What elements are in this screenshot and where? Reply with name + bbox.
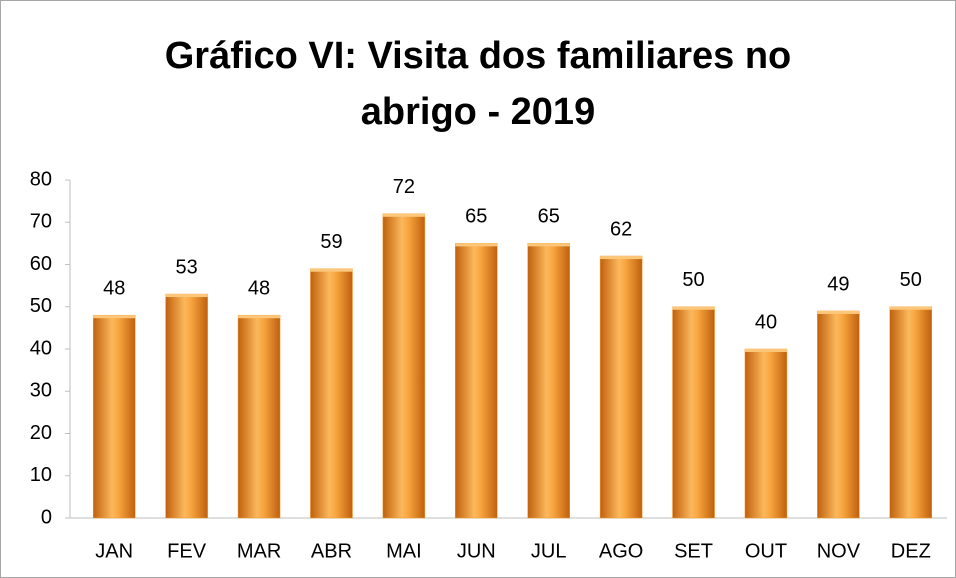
bar	[92, 314, 136, 519]
bar-cap	[672, 306, 715, 310]
y-tick-label: 60	[30, 253, 52, 275]
y-tick-label: 70	[30, 211, 52, 233]
y-tick-label: 10	[30, 464, 52, 486]
y-tick-label: 0	[41, 506, 52, 528]
value-label: 50	[900, 269, 922, 291]
bar	[599, 255, 643, 519]
x-tick-label: AGO	[599, 540, 643, 562]
bar-cap	[600, 256, 643, 260]
x-tick-label: FEV	[167, 540, 207, 562]
value-label: 65	[465, 206, 487, 228]
bar	[744, 348, 788, 519]
value-label: 72	[393, 176, 415, 198]
bar	[237, 314, 281, 519]
bar	[527, 243, 570, 519]
value-label: 62	[610, 218, 632, 240]
bar-cap	[238, 315, 281, 319]
bar	[455, 243, 498, 519]
bar-cap	[93, 315, 136, 319]
value-label: 48	[248, 277, 270, 299]
bar-cap	[527, 243, 570, 247]
bar-cap	[889, 306, 932, 310]
x-tick-label: NOV	[817, 540, 861, 562]
chart-title: Gráfico VI: Visita dos familiares no abr…	[164, 35, 792, 133]
value-label: 49	[827, 273, 849, 295]
bar-cap	[817, 310, 860, 314]
bar	[165, 293, 208, 519]
x-tick-label: ABR	[311, 540, 352, 562]
y-tick-label: 80	[30, 168, 52, 190]
x-tick-label: JUN	[457, 540, 496, 562]
bar	[672, 306, 715, 519]
bar	[382, 213, 426, 519]
bar-cap	[744, 349, 787, 352]
bar-cap	[165, 294, 208, 298]
value-label: 50	[682, 269, 704, 291]
value-label: 65	[538, 206, 560, 228]
bar-cap	[310, 268, 353, 272]
value-label: 48	[103, 277, 125, 299]
x-tick-label: OUT	[745, 540, 787, 562]
bar	[310, 268, 353, 519]
y-tick-label: 30	[30, 380, 52, 402]
x-tick-label: MAR	[237, 540, 281, 562]
x-tick-label: JUL	[531, 540, 567, 562]
value-label: 59	[320, 231, 342, 253]
x-tick-label: DEZ	[891, 540, 931, 562]
bar-cap	[382, 213, 425, 217]
x-tick-label: MAI	[386, 540, 422, 562]
bar-cap	[455, 243, 498, 247]
x-tick-label: SET	[674, 540, 713, 562]
y-tick-label: 40	[30, 337, 52, 359]
x-tick-label: JAN	[95, 540, 133, 562]
y-tick-label: 50	[30, 295, 52, 317]
bar	[817, 310, 860, 519]
y-tick-label: 20	[30, 422, 52, 444]
value-label: 40	[755, 311, 777, 333]
bar	[889, 306, 933, 519]
value-label: 53	[176, 256, 198, 278]
